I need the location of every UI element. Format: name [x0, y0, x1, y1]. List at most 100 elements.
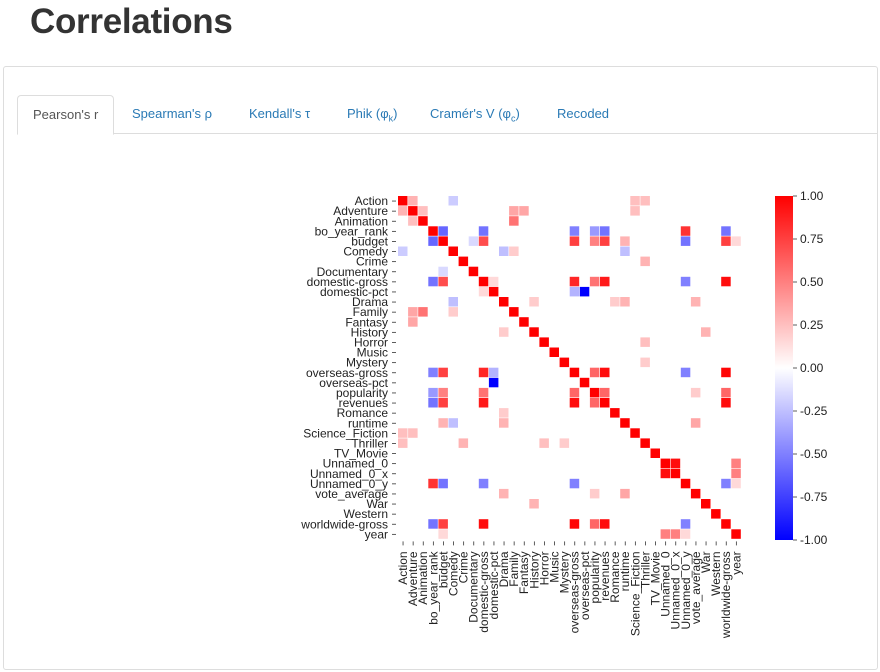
heatmap-cell: [448, 519, 458, 529]
heatmap-cell: [690, 499, 701, 509]
heatmap-cell: [539, 246, 549, 256]
heatmap-cell: [458, 468, 469, 479]
heatmap-cell: [630, 488, 640, 499]
heatmap-cell: [660, 347, 671, 357]
heatmap-cell: [549, 226, 559, 236]
heatmap-cell: [721, 398, 731, 408]
heatmap-cell: [690, 286, 701, 297]
heatmap-cell: [398, 509, 408, 519]
colorbar-tick-label: 0.00: [800, 361, 824, 375]
heatmap-cell: [589, 458, 600, 469]
heatmap-cell: [418, 196, 428, 206]
heatmap-cell: [660, 367, 671, 378]
heatmap-cell: [468, 488, 479, 499]
heatmap-cell: [630, 468, 640, 479]
heatmap-cell: [701, 266, 711, 277]
heatmap-cell: [408, 216, 418, 226]
heatmap-cell: [519, 246, 529, 256]
heatmap-cell: [458, 286, 469, 297]
heatmap-cell: [468, 428, 479, 438]
heatmap-cell: [640, 478, 650, 489]
heatmap-cell: [549, 256, 559, 267]
heatmap-cell: [620, 398, 630, 408]
heatmap-cell: [509, 478, 519, 489]
heatmap-cell: [620, 286, 630, 297]
heatmap-cell: [529, 347, 539, 357]
heatmap-cell: [539, 509, 549, 519]
heatmap-cell: [539, 256, 549, 267]
heatmap-cell: [418, 408, 428, 418]
heatmap-cell: [458, 519, 469, 529]
heatmap-cell: [620, 509, 630, 519]
heatmap-cell: [478, 398, 489, 408]
row-label: Music: [357, 346, 388, 360]
heatmap-cell: [529, 387, 539, 398]
heatmap-cell: [589, 327, 600, 337]
heatmap-cell: [398, 327, 408, 337]
heatmap-cell: [448, 307, 458, 317]
tab-pearson[interactable]: Pearson's r: [17, 95, 115, 135]
heatmap-cell: [721, 448, 731, 458]
heatmap-cell: [418, 367, 428, 378]
heatmap-cell: [529, 458, 539, 469]
heatmap-cell: [519, 468, 529, 479]
heatmap-cell: [458, 347, 469, 357]
tab-cramers-v[interactable]: Cramér's V (φc): [415, 95, 535, 134]
heatmap-cell: [640, 357, 650, 368]
heatmap-cell: [731, 499, 741, 509]
heatmap-cell: [398, 367, 408, 378]
heatmap-cell: [640, 418, 650, 428]
heatmap-cell: [408, 317, 418, 327]
heatmap-cell: [660, 307, 671, 317]
heatmap-cell: [539, 357, 549, 368]
heatmap-cell: [499, 488, 509, 499]
heatmap-cell: [499, 347, 509, 357]
heatmap-cell: [690, 236, 701, 246]
heatmap-cell: [731, 509, 741, 519]
heatmap-cell: [579, 387, 590, 398]
heatmap-cell: [559, 226, 570, 236]
heatmap-cell: [569, 266, 580, 277]
heatmap-cell: [549, 286, 559, 297]
heatmap-cell: [690, 246, 701, 256]
heatmap-cell: [579, 428, 590, 438]
heatmap-cell: [468, 377, 479, 388]
heatmap-cell: [418, 226, 428, 236]
heatmap-cell: [579, 398, 590, 408]
heatmap-cell: [660, 529, 671, 539]
heatmap-cell: [448, 256, 458, 267]
heatmap-cell: [600, 196, 610, 206]
heatmap-cell: [488, 337, 499, 347]
heatmap-cell: [509, 448, 519, 458]
tab-recoded[interactable]: Recoded: [542, 95, 624, 134]
heatmap-cell: [549, 387, 559, 398]
heatmap-cell: [488, 266, 499, 277]
row-label: runtime: [348, 416, 388, 430]
heatmap-cell: [438, 196, 448, 206]
heatmap-cell: [589, 297, 600, 307]
heatmap-cell: [428, 236, 438, 246]
heatmap-cell: [448, 297, 458, 307]
heatmap-cell: [529, 519, 539, 529]
tab-phik[interactable]: Phik (φk): [332, 95, 413, 134]
column-label: revenues: [598, 551, 612, 600]
heatmap-cell: [731, 307, 741, 317]
heatmap-cell: [428, 327, 438, 337]
tab-kendall[interactable]: Kendall's τ: [234, 95, 325, 134]
heatmap-cell: [569, 206, 580, 216]
heatmap-cell: [711, 236, 721, 246]
heatmap-cell: [488, 488, 499, 499]
heatmap-cell: [509, 428, 519, 438]
row-label: year: [365, 527, 388, 541]
tab-spearman[interactable]: Spearman's ρ: [117, 95, 227, 134]
heatmap-cell: [438, 408, 448, 418]
heatmap-cell: [468, 418, 479, 428]
heatmap-cell: [701, 387, 711, 398]
heatmap-cell: [398, 337, 408, 347]
column-label: Unnamed_0_y: [679, 551, 693, 629]
heatmap-cell: [721, 458, 731, 469]
heatmap-cell: [529, 196, 539, 206]
column-label: TV_Movie: [649, 551, 663, 605]
heatmap-cell: [478, 367, 489, 378]
heatmap-cell: [519, 347, 529, 357]
